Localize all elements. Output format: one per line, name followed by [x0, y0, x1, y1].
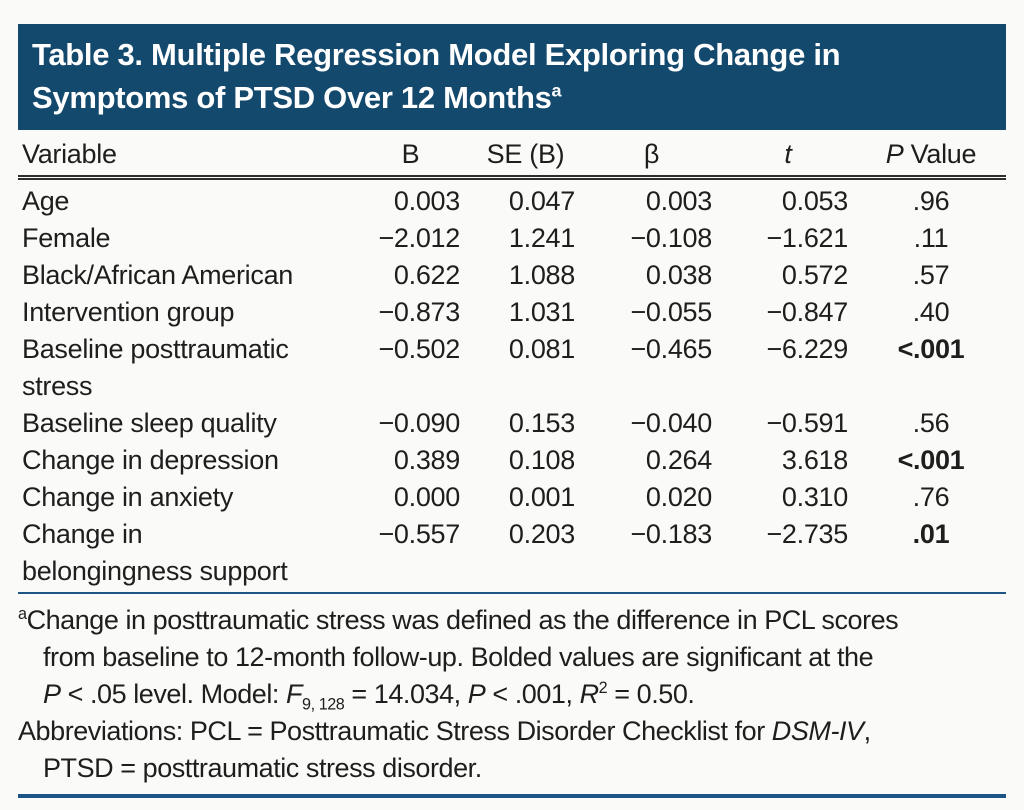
- table-header-row: Variable B SE (B) β t P Value: [18, 130, 1006, 180]
- table-row: Baseline sleep quality −0.090 0.153 −0.040 −…: [18, 405, 1006, 442]
- col-header-p-value: P Value: [856, 130, 1006, 180]
- p-value-cell: .96: [912, 186, 950, 216]
- t-cell: −1.621: [766, 223, 848, 253]
- b-cell: −0.090: [378, 408, 460, 438]
- se-b-cell: 0.047: [508, 186, 575, 216]
- t-cell: −0.591: [766, 408, 848, 438]
- beta-cell: −0.183: [630, 519, 712, 549]
- beta-cell: −0.055: [630, 297, 712, 327]
- b-cell: −0.502: [378, 334, 460, 364]
- table-row: Black/African American 0.622 1.088 0.038 0.5…: [18, 257, 1006, 294]
- p-value-cell: .57: [912, 260, 950, 290]
- table-title-bar: Table 3. Multiple Regression Model Explo…: [18, 24, 1006, 130]
- table-bottom-rule: [18, 592, 1006, 594]
- se-b-cell: 1.241: [508, 223, 575, 253]
- se-b-cell: 1.031: [508, 297, 575, 327]
- p-value-cell: <.001: [897, 445, 965, 475]
- table-row: Change in belongingness support −0.557 0.2…: [18, 516, 1006, 590]
- b-cell: −0.873: [378, 297, 460, 327]
- beta-cell: 0.038: [645, 260, 712, 290]
- t-cell: 0.310: [781, 482, 848, 512]
- b-cell: 0.389: [393, 445, 460, 475]
- variable-cell: Baseline sleep quality: [22, 408, 277, 438]
- beta-cell: 0.264: [645, 445, 712, 475]
- t-cell: 3.618: [781, 445, 848, 475]
- t-cell: −2.735: [766, 519, 848, 549]
- beta-cell: −0.108: [630, 223, 712, 253]
- p-value-cell: .76: [912, 482, 950, 512]
- variable-cell: Intervention group: [22, 297, 235, 327]
- se-b-cell: 0.001: [508, 482, 575, 512]
- b-cell: 0.622: [393, 260, 460, 290]
- beta-cell: −0.465: [630, 334, 712, 364]
- table-title: Table 3. Multiple Regression Model Explo…: [32, 37, 841, 115]
- b-cell: −0.557: [378, 519, 460, 549]
- table-row: Baseline posttraumatic stress −0.502 0.081…: [18, 331, 1006, 405]
- se-b-cell: 0.081: [508, 334, 575, 364]
- footnotes-section: aChange in posttraumatic stress was defi…: [18, 602, 1006, 787]
- p-value-cell: .40: [912, 297, 950, 327]
- p-value-cell: .11: [913, 223, 949, 253]
- t-cell: 0.053: [781, 186, 848, 216]
- beta-cell: −0.040: [630, 408, 712, 438]
- b-cell: 0.003: [393, 186, 460, 216]
- t-cell: 0.572: [781, 260, 848, 290]
- footnote-a: aChange in posttraumatic stress was defi…: [18, 605, 899, 714]
- b-cell: −2.012: [378, 223, 460, 253]
- p-value-cell: <.001: [897, 334, 965, 364]
- variable-cell: Age: [22, 186, 70, 216]
- t-cell: −6.229: [766, 334, 848, 364]
- p-value-cell: .56: [912, 408, 950, 438]
- se-b-cell: 0.203: [508, 519, 575, 549]
- table-row: Female −2.012 1.241 −0.108 −1.621 .11: [18, 220, 1006, 257]
- variable-cell: Black/African American: [22, 260, 294, 290]
- variable-cell: Baseline posttraumatic stress: [22, 334, 289, 401]
- footnote-abbreviations: Abbreviations: PCL = Posttraumatic Stres…: [18, 716, 871, 783]
- table-row: Intervention group −0.873 1.031 −0.055 −0.84…: [18, 294, 1006, 331]
- col-header-variable: Variable: [18, 130, 353, 180]
- regression-table: Variable B SE (B) β t P Value Age 0.003 0.…: [18, 130, 1006, 590]
- se-b-cell: 1.088: [508, 260, 575, 290]
- variable-cell: Change in belongingness support: [22, 519, 288, 586]
- se-b-cell: 0.153: [508, 408, 575, 438]
- table-row: Change in anxiety 0.000 0.001 0.020 0.310 .76: [18, 479, 1006, 516]
- beta-cell: 0.020: [645, 482, 712, 512]
- table-row: Change in depression 0.389 0.108 0.264 3.618…: [18, 442, 1006, 479]
- col-header-t: t: [720, 130, 856, 180]
- table-row: Age 0.003 0.047 0.003 0.053 .96: [18, 178, 1006, 221]
- t-cell: −0.847: [766, 297, 848, 327]
- col-header-b: B: [353, 130, 468, 180]
- beta-cell: 0.003: [645, 186, 712, 216]
- col-header-beta: β: [583, 130, 720, 180]
- variable-cell: Change in anxiety: [22, 482, 234, 512]
- col-header-se-b: SE (B): [468, 130, 583, 180]
- variable-cell: Female: [22, 223, 111, 253]
- b-cell: 0.000: [393, 482, 460, 512]
- se-b-cell: 0.108: [508, 445, 575, 475]
- p-value-cell: .01: [912, 519, 950, 549]
- variable-cell: Change in depression: [22, 445, 279, 475]
- page-bottom-rule: [18, 794, 1006, 798]
- table-body: Age 0.003 0.047 0.003 0.053 .96 Female −2.012 1.…: [18, 178, 1006, 591]
